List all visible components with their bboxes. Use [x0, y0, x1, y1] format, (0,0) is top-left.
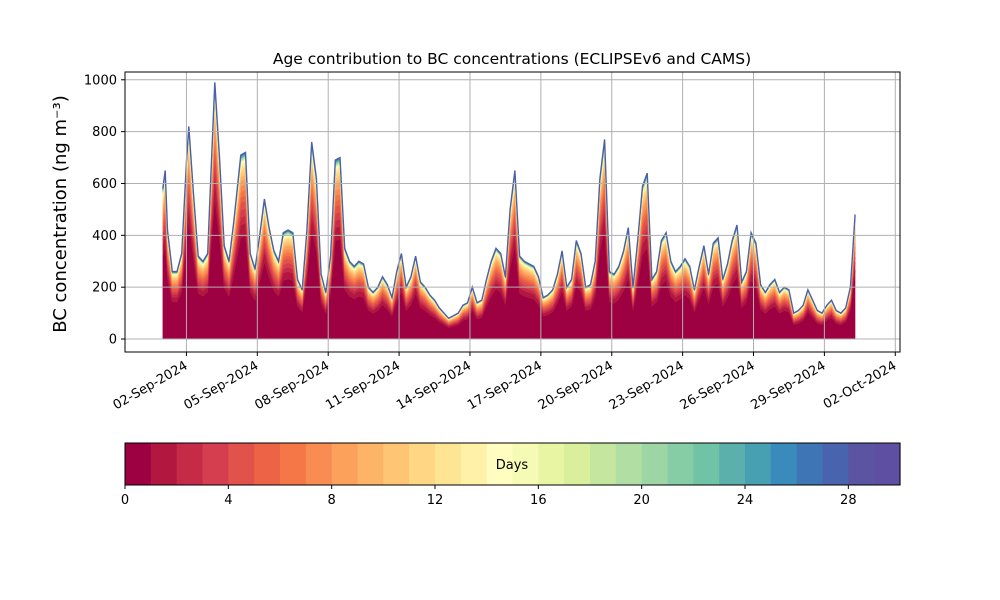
colorbar-swatch — [874, 443, 901, 485]
colorbar-swatch — [486, 443, 514, 485]
colorbar-swatch — [745, 443, 772, 485]
plot-frame — [124, 71, 901, 353]
colorbar-swatch — [770, 443, 798, 485]
x-tick-label: 26-Sep-2024 — [678, 358, 758, 413]
x-tick-label: 17-Sep-2024 — [465, 358, 545, 413]
y-tick-label: 0 — [109, 333, 117, 348]
colorbar-swatch — [125, 443, 152, 485]
colorbar-swatch — [176, 443, 204, 485]
chart-title: Age contribution to BC concentrations (E… — [273, 50, 751, 68]
x-tick-label: 02-Sep-2024 — [111, 358, 191, 413]
colorbar-swatch — [719, 443, 746, 485]
colorbar-tick-label: 12 — [427, 493, 444, 508]
y-tick-label: 200 — [92, 281, 117, 296]
colorbar-swatch — [822, 443, 849, 485]
colorbar-swatch — [435, 443, 462, 485]
x-tick-label: 29-Sep-2024 — [749, 358, 829, 413]
y-tick-label: 800 — [92, 125, 117, 140]
y-tick-label: 400 — [92, 229, 117, 244]
y-tick-label: 1000 — [84, 73, 117, 88]
colorbar-swatch — [590, 443, 617, 485]
colorbar-tick-label: 0 — [121, 493, 129, 508]
colorbar-swatch — [280, 443, 307, 485]
colorbar-swatch — [848, 443, 875, 485]
x-tick-label: 08-Sep-2024 — [252, 358, 332, 413]
colorbar-swatch — [796, 443, 824, 485]
colorbar-swatch — [460, 443, 488, 485]
stacked-areas — [162, 82, 856, 340]
colorbar-swatch — [228, 443, 255, 485]
colorbar-tick-label: 24 — [737, 493, 754, 508]
colorbar-tick-label: 16 — [530, 493, 547, 508]
colorbar-swatch — [693, 443, 720, 485]
x-tick-label: 20-Sep-2024 — [536, 358, 616, 413]
x-tick-label: 14-Sep-2024 — [394, 358, 474, 413]
plot-area: 0200400600800100002-Sep-202405-Sep-20240… — [84, 71, 901, 413]
colorbar-swatch — [254, 443, 281, 485]
x-tick-label: 02-Oct-2024 — [821, 358, 899, 412]
colorbar-swatch — [409, 443, 436, 485]
grid — [125, 72, 900, 352]
y-axis-label: BC concentration (ng m⁻³) — [50, 95, 71, 333]
colorbar-tick-label: 8 — [328, 493, 336, 508]
colorbar-swatch — [357, 443, 384, 485]
colorbar-swatch — [305, 443, 333, 485]
colorbar-frame — [124, 442, 901, 486]
colorbar-swatch — [202, 443, 229, 485]
colorbar-swatch — [641, 443, 669, 485]
colorbar-tick-label: 28 — [840, 493, 857, 508]
colorbar-tick-label: 20 — [633, 493, 650, 508]
colorbar-label: Days — [496, 458, 529, 473]
colorbar-swatch — [383, 443, 410, 485]
colorbar-swatch — [615, 443, 643, 485]
colorbar: 0 4 8 12 16 20 24 28 — [121, 442, 901, 508]
colorbar-tick-label: 4 — [224, 493, 232, 508]
x-tick-label: 23-Sep-2024 — [607, 358, 687, 413]
colorbar-swatch — [538, 443, 565, 485]
colorbar-swatch — [667, 443, 694, 485]
colorbar-swatch — [512, 443, 539, 485]
colorbar-swatch — [331, 443, 359, 485]
colorbar-swatch — [150, 443, 178, 485]
x-tick-label: 05-Sep-2024 — [181, 358, 261, 413]
colorbar-swatch — [564, 443, 591, 485]
total-line — [162, 82, 856, 320]
y-tick-label: 600 — [92, 177, 117, 192]
x-tick-label: 11-Sep-2024 — [323, 358, 403, 413]
